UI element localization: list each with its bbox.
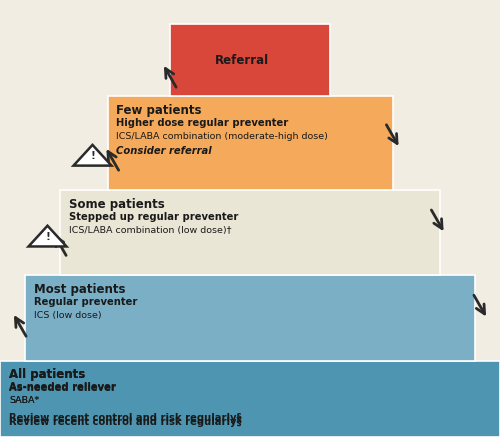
Text: SABA*: SABA* bbox=[9, 396, 39, 405]
Text: Referral: Referral bbox=[215, 54, 269, 66]
Text: Higher dose regular preventer: Higher dose regular preventer bbox=[116, 118, 289, 128]
Text: Some patients: Some patients bbox=[69, 198, 165, 211]
Text: As-needed reliever: As-needed reliever bbox=[9, 383, 116, 393]
Text: Consider referral: Consider referral bbox=[116, 146, 212, 156]
Bar bbox=[170, 24, 330, 96]
Text: Review recent control and risk regularly§: Review recent control and risk regularly… bbox=[9, 417, 241, 427]
Bar bbox=[60, 190, 440, 275]
Text: ICS/LABA combination (moderate-high dose): ICS/LABA combination (moderate-high dose… bbox=[116, 132, 328, 141]
Text: ICS/LABA combination (low dose)†: ICS/LABA combination (low dose)† bbox=[69, 226, 232, 235]
Text: ICS (low dose): ICS (low dose) bbox=[34, 311, 102, 320]
Text: !: ! bbox=[45, 232, 50, 243]
Text: As-needed reliever: As-needed reliever bbox=[9, 382, 116, 392]
Text: All patients: All patients bbox=[9, 368, 85, 382]
Text: Most patients: Most patients bbox=[34, 283, 126, 296]
Text: Few patients: Few patients bbox=[116, 104, 202, 117]
Bar bbox=[25, 275, 475, 361]
Text: !: ! bbox=[90, 152, 95, 162]
Text: Regular preventer: Regular preventer bbox=[34, 297, 138, 307]
Polygon shape bbox=[28, 225, 66, 246]
Text: Stepped up regular preventer: Stepped up regular preventer bbox=[69, 212, 238, 222]
Text: SABA*: SABA* bbox=[9, 396, 39, 406]
Polygon shape bbox=[74, 145, 112, 166]
Bar bbox=[0, 361, 500, 437]
Text: Review recent control and risk regularly§: Review recent control and risk regularly… bbox=[9, 413, 241, 423]
Text: All patients: All patients bbox=[9, 368, 85, 382]
Bar bbox=[108, 96, 393, 190]
